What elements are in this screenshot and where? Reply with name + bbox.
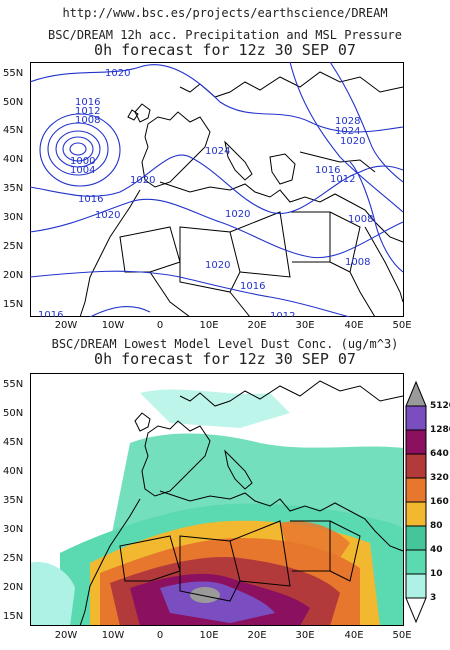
dust-color-legend: 5120 1280 640 320 160 80 40 10 3 (405, 376, 450, 626)
lat-label: 35N (3, 495, 24, 506)
legend-level: 40 (430, 545, 443, 555)
isobar-label: 1000 (70, 156, 95, 167)
lon-label: 40E (344, 630, 364, 641)
isobar-label: 1012 (330, 174, 355, 185)
legend-colorbar (405, 380, 427, 624)
lat-label: 45N (3, 437, 24, 448)
legend-color-box (405, 597, 427, 624)
legend-color-box (405, 477, 427, 503)
isobar-label: 1004 (70, 165, 95, 176)
lat-label: 30N (3, 524, 24, 535)
legend-color-box (405, 405, 427, 431)
lon-label: 40E (344, 320, 364, 331)
isobar-label: 1020 (225, 209, 250, 220)
pressure-map-canvas: 1020 1016 1012 1008 1000 1004 1016 1020 … (29, 61, 404, 322)
lat-label: 20N (3, 582, 24, 593)
isobar-label: 1020 (205, 260, 230, 271)
isobar-label: 1008 (75, 115, 100, 126)
lon-label: 50E (392, 630, 412, 641)
lon-label: 20E (247, 630, 267, 641)
source-url: http://www.bsc.es/projects/earthscience/… (62, 6, 388, 20)
legend-color-box (405, 429, 427, 455)
lat-label: 25N (3, 241, 24, 252)
lat-label: 15N (3, 299, 24, 310)
top-map-subtitle: 0h forecast for 12z 30 SEP 07 (94, 41, 356, 59)
top-map-title: BSC/DREAM 12h acc. Precipitation and MSL… (47, 28, 402, 42)
isobar-label: 1008 (345, 257, 370, 268)
lon-label: 30E (295, 630, 315, 641)
pressure-map: 1020 1016 1012 1008 1000 1004 1016 1020 … (29, 61, 404, 322)
lat-label: 40N (3, 466, 24, 477)
isobar-label: 1020 (105, 68, 130, 79)
lon-label: 10E (199, 630, 219, 641)
lat-label: 20N (3, 270, 24, 281)
lat-label: 40N (3, 154, 24, 165)
lat-label: 45N (3, 125, 24, 136)
bottom-map-title: BSC/DREAM Lowest Model Level Dust Conc. … (51, 337, 399, 351)
isobar-label: 1016 (75, 97, 100, 108)
isobar-label: 1028 (335, 116, 360, 127)
isobar-label: 1024 (335, 126, 360, 137)
legend-color-box (405, 501, 427, 527)
lat-label: 25N (3, 553, 24, 564)
lon-label: 20E (247, 320, 267, 331)
legend-level: 3 (430, 593, 437, 603)
lon-label: 0 (156, 630, 164, 641)
lon-label: 10E (199, 320, 219, 331)
lat-label: 30N (3, 212, 24, 223)
isobar-label: 1016 (240, 281, 265, 292)
lon-label: 20W (54, 630, 78, 641)
dust-map-canvas (30, 373, 404, 627)
legend-level: 5120 (430, 401, 450, 411)
lat-label: 35N (3, 183, 24, 194)
legend-level: 160 (430, 497, 449, 507)
legend-color-box (405, 525, 427, 551)
isobar-label: 1016 (38, 310, 63, 317)
isobar-label: 1008 (348, 214, 373, 225)
dust-field (30, 389, 404, 626)
legend-color-box (405, 380, 427, 407)
lon-label: 10W (101, 630, 125, 641)
legend-level: 80 (430, 521, 443, 531)
lat-label: 55N (3, 379, 24, 390)
coastlines (79, 380, 404, 627)
lat-label: 50N (3, 408, 24, 419)
isobar-label: 1020 (130, 175, 155, 186)
lat-label: 15N (3, 611, 24, 622)
lon-label: 0 (156, 320, 164, 331)
isobar-label: 1016 (315, 165, 340, 176)
isobar-labels: 1020 1016 1012 1008 1000 1004 1016 1020 … (38, 68, 373, 322)
lon-label: 10W (101, 320, 125, 331)
isobar-label: 1012 (270, 311, 295, 317)
lat-label: 50N (3, 97, 24, 108)
lon-label: 20W (54, 320, 78, 331)
legend-color-box (405, 453, 427, 479)
legend-level: 10 (430, 569, 443, 579)
legend-level: 320 (430, 473, 449, 483)
isobar-label: 1024 (205, 146, 230, 157)
bottom-map-subtitle: 0h forecast for 12z 30 SEP 07 (94, 350, 356, 368)
isobar-label: 1020 (340, 136, 365, 147)
lon-label: 50E (392, 320, 412, 331)
legend-level: 1280 (430, 425, 450, 435)
isobar-label: 1020 (95, 210, 120, 221)
dust-map (30, 373, 404, 627)
legend-level: 640 (430, 449, 449, 459)
legend-color-box (405, 549, 427, 575)
lat-label: 55N (3, 68, 24, 79)
lon-label: 30E (295, 320, 315, 331)
legend-color-box (405, 573, 427, 599)
isobars (29, 61, 404, 318)
isobar-label: 1016 (78, 194, 103, 205)
isobar-label: 1012 (75, 106, 100, 117)
